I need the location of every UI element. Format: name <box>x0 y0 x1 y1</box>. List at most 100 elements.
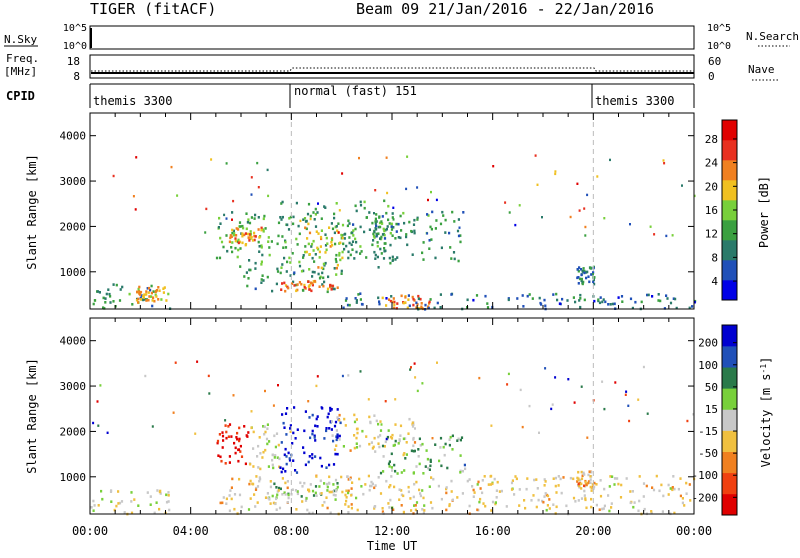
nsky-right-tick-bottom: 10^0 <box>707 41 731 52</box>
range-cell <box>308 511 311 515</box>
range-cell <box>536 487 539 490</box>
range-cell <box>450 293 453 296</box>
scatter-feature <box>228 226 263 247</box>
range-cell <box>422 241 425 244</box>
range-cell <box>337 231 340 234</box>
range-cell <box>296 428 299 431</box>
range-cell <box>365 435 368 438</box>
range-cell <box>374 253 377 257</box>
range-cell <box>667 493 670 496</box>
range-cell <box>292 459 295 462</box>
range-cell <box>204 231 207 234</box>
range-cell <box>308 268 311 271</box>
range-cell <box>334 494 337 497</box>
range-cell <box>332 463 336 466</box>
range-cell <box>249 479 252 483</box>
range-cell <box>277 489 280 492</box>
range-cell <box>320 229 323 232</box>
range-cell <box>691 305 694 308</box>
range-cell <box>472 495 475 498</box>
range-cell <box>347 491 350 495</box>
range-cell <box>372 232 375 236</box>
range-cell <box>271 289 274 293</box>
range-cell <box>580 497 584 500</box>
range-cell <box>560 491 563 495</box>
range-cell <box>613 302 616 306</box>
range-cell <box>232 199 235 203</box>
range-cell <box>150 284 153 288</box>
range-cell <box>590 273 593 276</box>
range-cell <box>144 374 147 378</box>
range-cell <box>376 255 379 259</box>
range-cell <box>464 467 467 471</box>
colorbar-swatch <box>722 346 737 368</box>
range-cell <box>620 483 623 487</box>
range-cell <box>378 302 381 306</box>
range-cell <box>262 230 265 233</box>
range-cell <box>393 306 396 310</box>
range-cell <box>576 476 579 480</box>
range-cell <box>631 306 634 310</box>
range-cell <box>295 471 299 474</box>
range-cell <box>322 276 325 280</box>
range-cell <box>331 284 334 288</box>
range-cell <box>304 463 307 467</box>
range-cell <box>314 253 317 256</box>
range-cell <box>592 487 595 490</box>
range-cell <box>572 477 575 481</box>
range-cell <box>574 300 577 304</box>
range-cell <box>671 488 674 492</box>
range-cell <box>613 483 616 486</box>
range-cell <box>633 501 636 504</box>
range-cell <box>310 242 314 246</box>
range-cell <box>377 435 380 439</box>
freq-right-tick-top: 60 <box>708 55 721 68</box>
range-cell <box>240 505 243 509</box>
range-cell <box>154 293 157 297</box>
range-cell <box>492 165 495 168</box>
range-cell <box>410 509 413 512</box>
range-cell <box>256 501 259 504</box>
range-cell <box>258 250 261 253</box>
range-cell <box>221 501 224 505</box>
range-cell <box>430 238 433 241</box>
range-cell <box>373 414 376 417</box>
range-cell <box>328 490 331 494</box>
range-cell <box>265 437 269 441</box>
colorbar-tick-label: 200 <box>698 337 718 350</box>
range-cell <box>412 495 415 499</box>
range-cell <box>320 217 323 220</box>
colorbar-swatch <box>722 493 737 516</box>
range-cell <box>411 425 415 428</box>
range-cell <box>379 237 382 240</box>
range-cell <box>245 227 248 231</box>
range-cell <box>390 222 393 226</box>
range-cell <box>149 495 152 498</box>
range-cell <box>260 278 263 281</box>
range-cell <box>222 245 225 249</box>
range-cell <box>158 289 161 292</box>
range-cell <box>235 436 238 439</box>
freq-right-tick-bottom: 0 <box>708 70 715 83</box>
range-cell <box>428 302 431 305</box>
range-cell <box>313 279 316 283</box>
colorbar-swatch <box>722 367 737 389</box>
range-cell <box>104 297 107 300</box>
range-cell <box>392 444 395 447</box>
range-cell <box>665 234 668 238</box>
range-cell <box>579 293 582 297</box>
range-cell <box>671 234 674 237</box>
range-cell <box>381 510 384 513</box>
range-cell <box>257 240 260 244</box>
range-cell <box>308 455 311 458</box>
range-cell <box>216 439 220 443</box>
range-cell <box>414 508 417 512</box>
range-cell <box>298 281 301 284</box>
scatter-feature <box>243 267 343 294</box>
range-cell <box>339 258 342 262</box>
range-cell <box>578 484 581 488</box>
range-cell <box>281 282 284 285</box>
range-cell <box>631 490 634 493</box>
range-cell <box>487 483 490 486</box>
range-cell <box>692 413 695 416</box>
